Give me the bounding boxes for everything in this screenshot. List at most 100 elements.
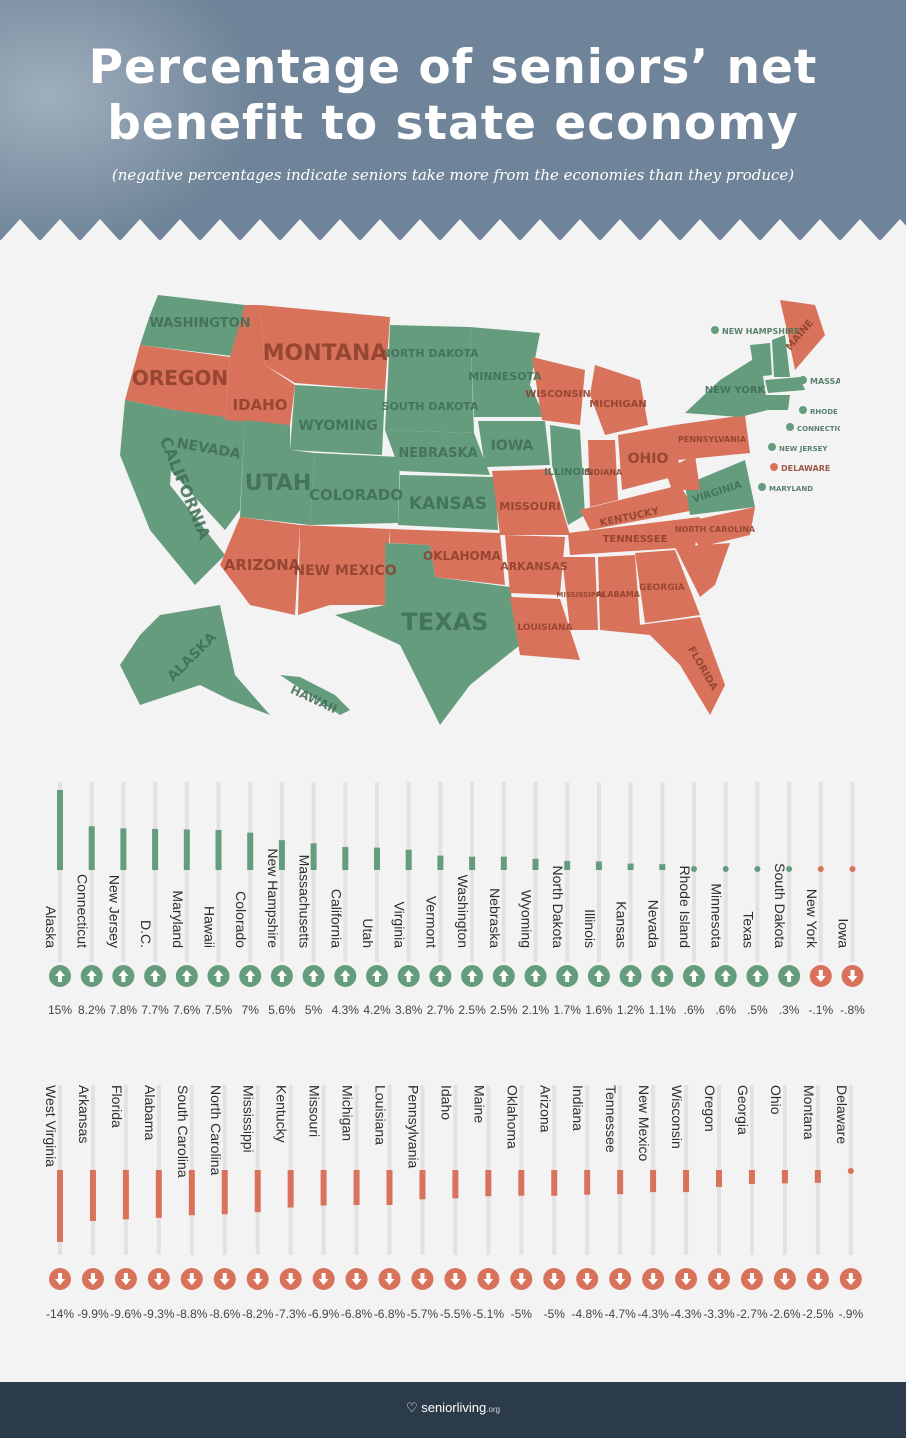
zigzag-divider bbox=[0, 219, 906, 240]
chart1-label-texas: Texas bbox=[740, 911, 756, 948]
chart1-bar-texas bbox=[754, 866, 761, 872]
map-state-massachusetts bbox=[765, 377, 805, 393]
chart1-label-alaska: Alaska bbox=[43, 906, 59, 948]
map-state-north-dakota bbox=[388, 325, 472, 377]
chart1-item-massachusetts: Massachusetts 5% bbox=[297, 782, 325, 1017]
chart2-value-south-carolina: -8.8% bbox=[176, 1307, 208, 1321]
chart1-value-kansas: 1.2% bbox=[617, 1003, 645, 1017]
chart2-item-tennessee: Tennessee -4.7% bbox=[603, 1085, 636, 1321]
map-label-georgia: GEORGIA bbox=[639, 583, 685, 593]
seniorliving-logo[interactable]: ♡ seniorliving.org bbox=[0, 1400, 906, 1416]
chart1-item-california: California 4.3% bbox=[328, 782, 359, 1017]
chart2-item-michigan: Michigan -6.8% bbox=[340, 1085, 373, 1321]
map-state-oklahoma bbox=[390, 529, 505, 585]
chart2-item-kentucky: Kentucky -7.3% bbox=[274, 1085, 307, 1321]
chart1-item-virginia: Virginia 3.8% bbox=[392, 782, 423, 1017]
chart1-label-minnesota: Minnesota bbox=[709, 883, 725, 948]
chart2-value-wisconsin: -4.3% bbox=[670, 1307, 702, 1321]
chart1-value-massachusetts: 5% bbox=[305, 1003, 323, 1017]
chart1-label-new-york: New York bbox=[804, 889, 820, 949]
map-label-colorado: COLORADO bbox=[309, 486, 403, 504]
map-label-minnesota: MINNESOTA bbox=[468, 370, 542, 383]
map-state-new-york bbox=[685, 355, 768, 417]
chart1-label-hawaii: Hawaii bbox=[202, 906, 218, 948]
chart1-bar-new-hampshire bbox=[278, 840, 285, 870]
chart1-item-iowa: Iowa -.8% bbox=[836, 782, 865, 1017]
chart1-value-colorado: 7% bbox=[242, 1003, 260, 1017]
map-label-new-york: NEW YORK bbox=[705, 385, 767, 396]
logo-text: seniorliving bbox=[421, 1400, 487, 1415]
map-label-new-mexico: NEW MEXICO bbox=[293, 563, 396, 579]
chart2-value-georgia: -2.7% bbox=[736, 1307, 768, 1321]
chart2-item-south-carolina: South Carolina -8.8% bbox=[175, 1085, 208, 1321]
chart1-label-rhode-island: Rhode Island bbox=[677, 865, 693, 948]
logo-suffix: .org bbox=[486, 1405, 501, 1414]
title-line-1: Percentage of seniors’ net bbox=[88, 40, 818, 95]
chart1-label-california: California bbox=[328, 889, 344, 948]
chart1-label-wyoming: Wyoming bbox=[519, 890, 535, 948]
us-map: WASHINGTON CALIFORNIA NEVADA UTAH WYOMIN… bbox=[120, 295, 840, 725]
map-label-mississippi: MISSISSIPPI bbox=[556, 591, 603, 599]
chart2-bar-south-carolina bbox=[188, 1170, 195, 1216]
chart2-item-georgia: Georgia -2.7% bbox=[735, 1085, 768, 1321]
map-label-indiana: INDIANA bbox=[584, 468, 623, 477]
chart1-bar-new-jersey bbox=[120, 828, 127, 870]
chart1-value-new-hampshire: 5.6% bbox=[268, 1003, 296, 1017]
chart1-item-vermont: Vermont 2.7% bbox=[423, 782, 454, 1017]
chart2-bar-tennessee bbox=[617, 1170, 624, 1195]
chart2-value-florida: -9.6% bbox=[110, 1307, 142, 1321]
map-label-idaho: IDAHO bbox=[233, 396, 288, 414]
chart1-bar-virginia bbox=[405, 849, 412, 870]
chart1-label-illinois: Illinois bbox=[582, 909, 598, 948]
callout-new-hampshire: NEW HAMPSHIRE bbox=[722, 327, 800, 336]
map-state-illinois bbox=[550, 425, 585, 525]
chart2-bar-mississippi bbox=[254, 1170, 261, 1213]
chart2-item-arizona: Arizona -5% bbox=[537, 1085, 566, 1321]
chart1-item-connecticut: Connecticut 8.2% bbox=[75, 782, 106, 1017]
chart2-label-montana: Montana bbox=[801, 1085, 817, 1140]
chart1-label-virginia: Virginia bbox=[392, 902, 408, 949]
map-label-illinois: ILLINOIS bbox=[544, 467, 592, 478]
chart2-bar-arkansas bbox=[89, 1170, 96, 1221]
callout-new-jersey: NEW JERSEY bbox=[779, 445, 828, 453]
chart2-label-kentucky: Kentucky bbox=[274, 1085, 290, 1143]
chart1-bar-vermont bbox=[437, 855, 444, 870]
chart1-value-new-jersey: 7.8% bbox=[110, 1003, 138, 1017]
chart2-label-florida: Florida bbox=[109, 1085, 125, 1128]
map-state-new-mexico bbox=[298, 525, 390, 615]
chart1-label-connecticut: Connecticut bbox=[75, 874, 91, 948]
chart1-value-minnesota: .6% bbox=[715, 1003, 736, 1017]
chart1-bar-illinois bbox=[595, 861, 602, 870]
footer: ♡ seniorliving.org bbox=[0, 1382, 906, 1438]
chart1-item-texas: Texas .5% bbox=[740, 782, 769, 1017]
chart2-bar-maine bbox=[485, 1170, 492, 1197]
chart1-value-wyoming: 2.1% bbox=[522, 1003, 550, 1017]
map-state-wisconsin bbox=[532, 357, 585, 425]
map-state-utah bbox=[240, 420, 315, 525]
map-state-hawaii bbox=[280, 675, 350, 715]
chart2-bar-new-mexico bbox=[650, 1170, 657, 1193]
map-state-nevada bbox=[170, 410, 245, 530]
chart1-item-alaska: Alaska 15% bbox=[43, 782, 72, 1017]
map-label-louisiana: LOUISIANA bbox=[517, 623, 572, 633]
map-label-montana: MONTANA bbox=[263, 341, 388, 366]
chart2-label-delaware: Delaware bbox=[834, 1085, 850, 1144]
chart1-value-new-york: -.1% bbox=[808, 1003, 833, 1017]
map-label-arizona: ARIZONA bbox=[224, 556, 301, 574]
chart1-bar-nebraska bbox=[500, 856, 507, 870]
map-state-georgia bbox=[635, 550, 700, 623]
chart2-item-oregon: Oregon -3.3% bbox=[702, 1085, 735, 1321]
map-label-south-dakota: SOUTH DAKOTA bbox=[382, 400, 479, 413]
chart1-item-nevada: Nevada 1.1% bbox=[645, 782, 676, 1017]
chart2-label-idaho: Idaho bbox=[438, 1085, 454, 1120]
chart2-value-north-carolina: -8.6% bbox=[209, 1307, 241, 1321]
chart2-item-west-virginia: West Virginia -14% bbox=[43, 1085, 74, 1321]
chart2-item-arkansas: Arkansas -9.9% bbox=[76, 1085, 109, 1321]
chart1-label-utah: Utah bbox=[360, 918, 376, 948]
chart2-label-oregon: Oregon bbox=[702, 1085, 718, 1132]
chart2-label-wisconsin: Wisconsin bbox=[669, 1085, 685, 1149]
chart1-bar-california bbox=[342, 847, 349, 870]
map-label-missouri: MISSOURI bbox=[499, 500, 560, 513]
chart2-label-missouri: Missouri bbox=[307, 1085, 323, 1137]
chart2-bar-montana bbox=[814, 1170, 821, 1183]
